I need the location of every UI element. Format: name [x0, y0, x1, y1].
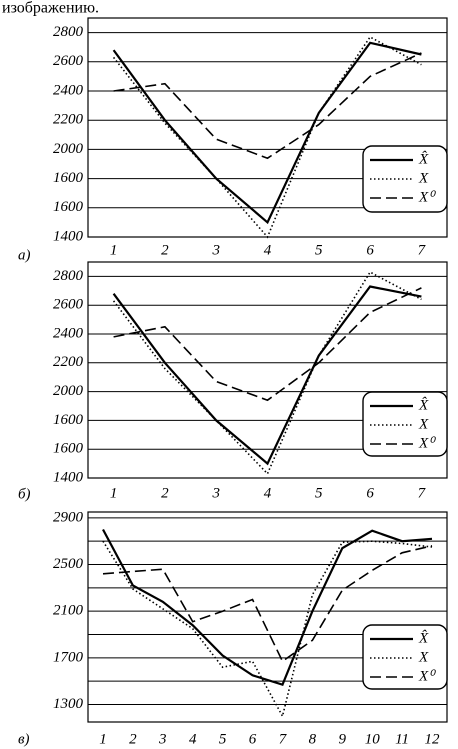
panel-label: б)	[18, 486, 31, 502]
x-tick-label: 7	[279, 731, 288, 747]
legend-label: X	[418, 416, 429, 432]
x-tick-label: 1	[110, 242, 118, 258]
x-tick-label: 2	[161, 242, 169, 258]
legend: X̂ X X⁰	[362, 391, 448, 457]
y-tick-label: 2000	[53, 141, 84, 157]
x-tick-label: 3	[211, 485, 220, 501]
y-tick-label: 2400	[53, 82, 84, 98]
plot-frame	[87, 511, 448, 723]
x-tick-label: 7	[418, 485, 427, 501]
plot-frame	[87, 261, 448, 479]
series-line	[102, 528, 433, 687]
x-tick-label: 6	[249, 731, 257, 747]
panel-label: в)	[18, 731, 30, 747]
x-tick-label: 12	[425, 731, 441, 747]
x-tick-label: 3	[158, 731, 167, 747]
legend-label: X̂	[418, 630, 429, 646]
x-tick-label: 10	[365, 731, 381, 747]
legend-box	[362, 391, 448, 457]
y-tick-label: 2200	[53, 112, 84, 128]
legend-box	[362, 145, 448, 213]
series-line	[113, 287, 422, 402]
x-tick-label: 4	[264, 242, 272, 258]
legend-label: X⁰	[418, 435, 436, 451]
y-tick-label: 2600	[53, 297, 84, 313]
series-line	[112, 271, 422, 476]
series-line	[112, 285, 422, 466]
series-line	[113, 52, 422, 160]
x-tick-label: 5	[315, 242, 323, 258]
legend-label: X⁰	[418, 668, 436, 684]
series-line	[112, 41, 422, 225]
y-tick-label: 1600	[53, 199, 84, 215]
y-tick-label: 2000	[53, 383, 84, 399]
legend: X̂ X X⁰	[362, 145, 448, 213]
x-tick-label: 1	[110, 485, 118, 501]
x-tick-label: 4	[264, 485, 272, 501]
y-tick-label: 2100	[53, 603, 84, 619]
legend-label: X	[418, 649, 429, 665]
y-tick-label: 1600	[53, 441, 84, 457]
legend-label: X	[418, 170, 429, 186]
y-tick-label: 1600	[53, 412, 84, 428]
y-tick-label: 1400	[53, 469, 84, 485]
x-tick-label: 6	[366, 242, 374, 258]
y-tick-label: 2900	[53, 509, 84, 525]
caption-text: изображению.	[2, 0, 99, 17]
x-tick-label: 6	[366, 485, 374, 501]
y-tick-label: 2600	[53, 53, 84, 69]
y-tick-label: 1400	[53, 228, 84, 244]
x-tick-label: 11	[395, 731, 409, 747]
y-tick-label: 2500	[53, 556, 84, 572]
x-tick-label: 5	[219, 731, 227, 747]
legend: X̂ X X⁰	[362, 624, 448, 690]
y-tick-label: 2800	[53, 24, 84, 40]
series-line	[102, 545, 433, 663]
x-tick-label: 2	[129, 731, 137, 747]
y-tick-label: 2800	[53, 268, 84, 284]
legend-box	[362, 624, 448, 690]
legend-label: X̂	[418, 397, 429, 413]
x-tick-label: 9	[339, 731, 347, 747]
x-tick-label: 7	[418, 242, 427, 258]
y-tick-label: 2400	[53, 325, 84, 341]
y-tick-label: 1300	[53, 696, 84, 712]
x-tick-label: 8	[309, 731, 317, 747]
y-tick-label: 1700	[53, 649, 84, 665]
x-tick-label: 5	[315, 485, 323, 501]
x-tick-label: 4	[189, 731, 197, 747]
legend-label: X⁰	[418, 189, 436, 205]
x-tick-label: 3	[211, 242, 220, 258]
y-tick-label: 1600	[53, 170, 84, 186]
x-tick-label: 2	[161, 485, 169, 501]
legend-label: X̂	[418, 151, 429, 167]
y-tick-label: 2200	[53, 354, 84, 370]
x-tick-label: 1	[99, 731, 107, 747]
panel-label: а)	[18, 247, 31, 263]
series-line	[112, 35, 422, 239]
